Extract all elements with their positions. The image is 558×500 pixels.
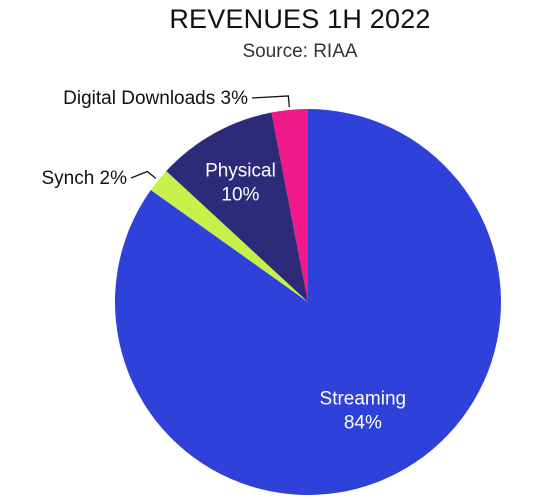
- slice-value-streaming: 84%: [344, 412, 382, 433]
- slice-label-streaming: Streaming: [320, 388, 407, 409]
- pie-slices: [114, 109, 501, 495]
- slice-label-digital-downloads: Digital Downloads 3%: [63, 88, 248, 109]
- pie-slice-synch: [150, 171, 308, 302]
- slice-label-physical: Physical: [205, 161, 276, 182]
- chart-subtitle: Source: RIAA: [242, 41, 357, 62]
- slice-labels: Streaming 84% Synch 2% Physical 10% Digital D…: [41, 88, 406, 433]
- leader-line-digital-downloads: [251, 95, 291, 107]
- pie-slice-physical: [166, 112, 308, 302]
- pie-slice-digital-downloads: [271, 109, 308, 302]
- leader-line-synch: [130, 170, 157, 179]
- slice-label-synch: Synch 2%: [41, 168, 127, 189]
- chart-title: REVENUES 1H 2022: [169, 4, 430, 34]
- leader-lines: [130, 95, 291, 179]
- slice-value-physical: 10%: [221, 185, 259, 206]
